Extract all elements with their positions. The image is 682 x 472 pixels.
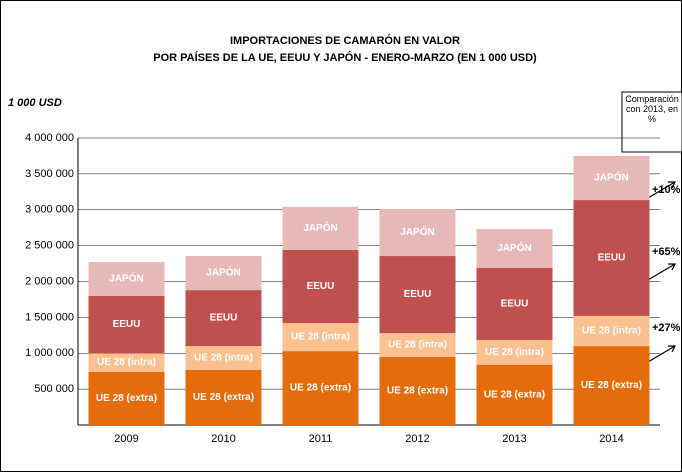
segment-label: UE 28 (extra) [484,390,545,401]
segment-label: JAPÓN [109,272,143,285]
bar-segment [476,364,553,425]
bar-segment [379,209,456,257]
bar-segment [282,249,359,324]
segment-label: JAPÓN [497,241,531,254]
bar-segment [573,155,650,201]
segment-label: JAPÓN [303,221,337,234]
bar-segment [88,295,165,354]
bar-segment [282,351,359,425]
segment-label: JAPÓN [400,225,434,238]
y-axis-label: 1 000 USD [8,97,62,109]
bar-segment [88,371,165,425]
bar-segment [185,290,262,347]
segment-label: UE 28 (extra) [290,383,351,394]
bar-segment [573,315,650,347]
y-tick-label: 4 000 000 [25,132,74,144]
comparison-box [621,91,682,153]
arrows [647,181,676,363]
segment-label: EEUU [307,281,335,292]
y-tick-label: 2 500 000 [25,240,74,252]
segment-label: UE 28 (intra) [194,353,253,364]
bar-segment [476,267,553,340]
x-tick-label: 2014 [599,433,623,445]
y-tick-label: 1 000 000 [25,347,74,359]
bar-segment [476,229,553,268]
comparison-label: Comparación con 2013, en % [625,94,679,124]
segment-label: UE 28 (intra) [291,332,350,343]
segment-label: UE 28 (extra) [193,392,254,403]
x-tick-label: 2012 [405,433,429,445]
segment-label: EEUU [501,299,529,310]
segment-label: UE 28 (extra) [96,393,157,404]
chart-title: IMPORTACIONES DE CAMARÓN EN VALOR [230,34,460,47]
bar-segment [379,256,456,334]
segment-label: EEUU [210,313,238,324]
segment-label: UE 28 (intra) [485,347,544,358]
x-tick-label: 2009 [114,433,138,445]
x-tick-label: 2011 [309,433,333,445]
x-tick-label: 2013 [502,433,526,445]
y-tick-label: 2 000 000 [25,275,74,287]
annotation: +27% [652,322,681,334]
chart-subtitle: POR PAÍSES DE LA UE, EEUU Y JAPÓN - ENER… [153,51,537,64]
annotation: +10% [652,184,681,196]
segment-label: EEUU [598,253,626,264]
bar-segment [573,346,650,425]
bar-segment [379,356,456,425]
bar-segment [88,353,165,372]
y-tick-label: 3 000 000 [25,204,74,216]
segment-label: JAPÓN [594,171,628,184]
segment-label: UE 28 (intra) [582,326,641,337]
bar-segment [379,333,456,357]
comparison-fo: Comparación con 2013, en % [625,94,679,124]
bar-segment [282,323,359,352]
segment-label: EEUU [113,319,141,330]
segment-label: UE 28 (extra) [387,386,448,397]
segment-label: UE 28 (extra) [581,380,642,391]
segment-label: JAPÓN [206,266,240,279]
bar-segment [476,339,553,365]
bar-segment [88,262,165,296]
y-tick-label: 3 500 000 [25,168,74,180]
x-tick-label: 2010 [211,433,235,445]
y-tick-label: 1 500 000 [25,311,74,323]
segment-label: UE 28 (intra) [388,340,447,351]
annotation: +65% [652,246,681,258]
bar-segment [282,206,359,250]
bar-segment [185,369,262,425]
segment-label: UE 28 (intra) [97,357,156,368]
y-tick-label: 500 000 [34,383,74,395]
bar-segment [573,200,650,316]
segment-label: EEUU [404,289,432,300]
bar-segment [185,346,262,370]
bar-segment [185,256,262,291]
